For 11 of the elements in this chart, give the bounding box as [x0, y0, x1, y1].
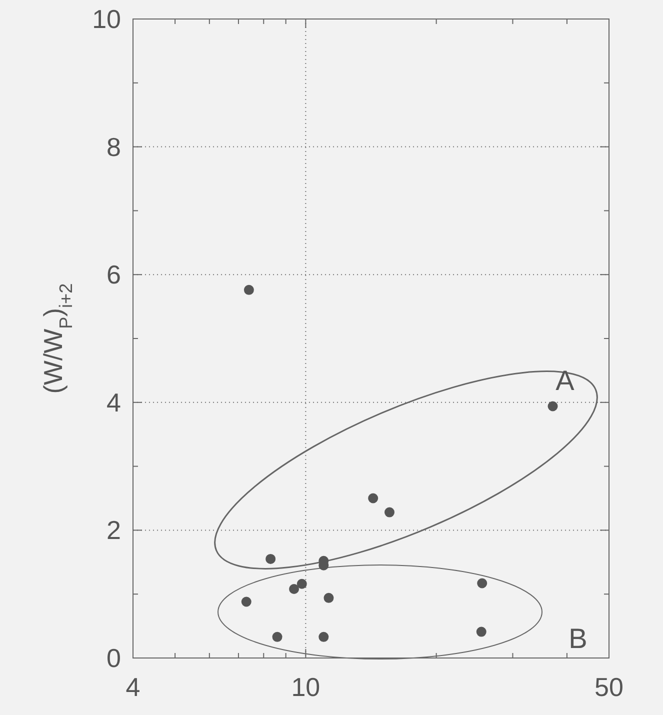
annotation: A	[556, 365, 575, 396]
y-tick-label: 0	[106, 643, 121, 673]
y-tick-label: 2	[106, 515, 121, 546]
y-tick-label: 8	[106, 132, 121, 162]
x-tick-label: 50	[594, 672, 624, 702]
y-tick-label: 6	[106, 260, 121, 290]
x-tick-label: 4	[126, 672, 140, 702]
annotation: B	[568, 623, 588, 654]
y-tick-label: 4	[106, 387, 121, 418]
x-tick-label: 10	[291, 672, 320, 702]
y-tick-label: 10	[92, 4, 121, 34]
